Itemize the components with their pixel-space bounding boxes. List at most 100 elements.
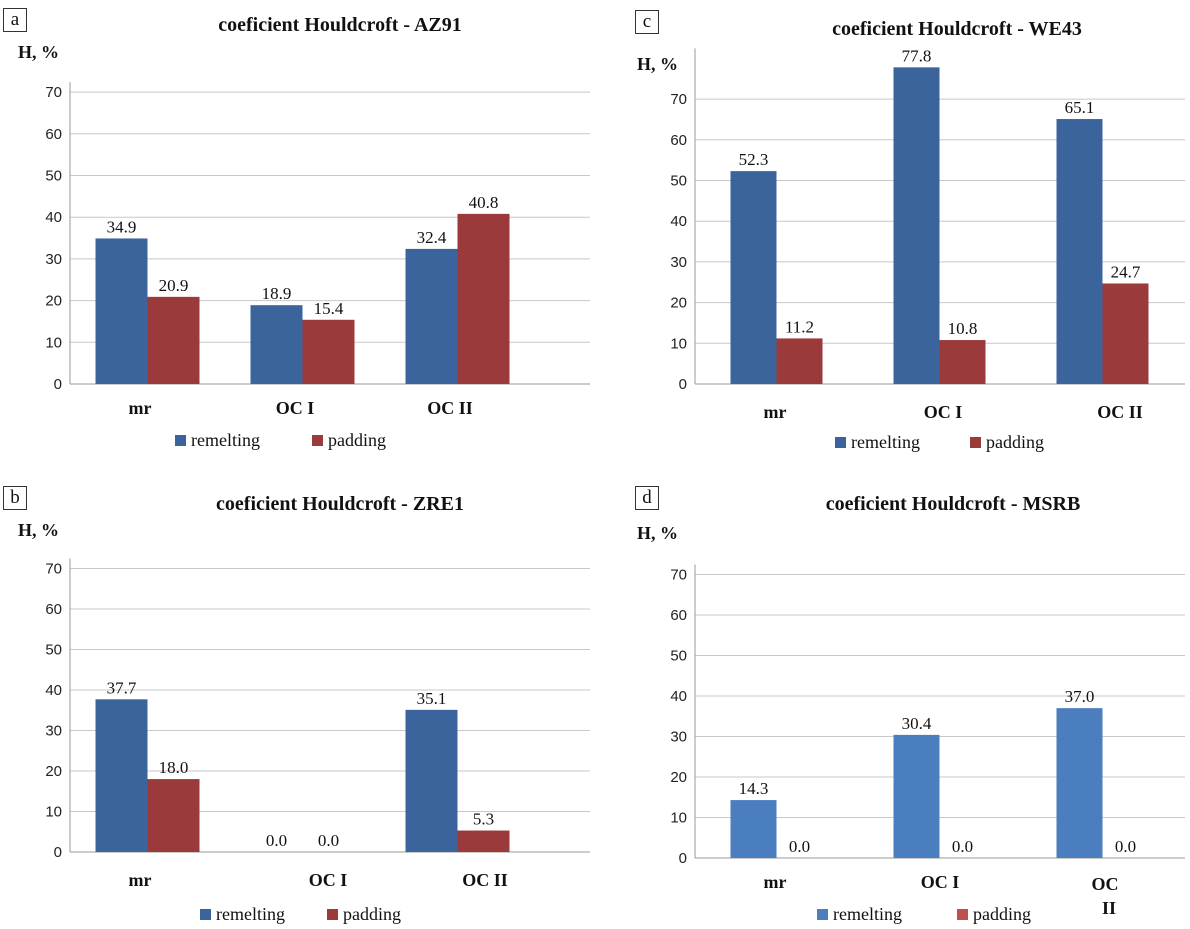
bar-padding	[1102, 283, 1149, 384]
legend-item-remelting: remelting	[175, 430, 260, 451]
y-tick-label: 30	[670, 254, 687, 271]
bar-padding	[302, 319, 355, 384]
chart-plot: 0 10 20 30 40 50 60 70 52.3 11.2 mr 77.8 10.8 OC I 65.…	[670, 46, 1185, 422]
legend-label: remelting	[851, 432, 920, 452]
bar-remelting	[1056, 708, 1103, 858]
data-label: 0.0	[952, 837, 973, 856]
data-label: 32.4	[417, 228, 447, 247]
data-label: 15.4	[314, 299, 344, 318]
x-category-label: OC I	[921, 872, 960, 892]
x-category-label: OC I	[924, 402, 963, 422]
x-category-label: mr	[129, 870, 152, 890]
chart-title: coeficient Houldcroft - AZ91	[218, 14, 462, 36]
bar-remelting	[730, 800, 777, 858]
bar-remelting	[250, 305, 303, 384]
data-label: 20.9	[159, 276, 189, 295]
y-tick-label: 0	[679, 376, 687, 393]
legend: remelting padding	[175, 430, 386, 451]
legend-label: remelting	[191, 430, 260, 450]
data-label: 37.7	[107, 678, 137, 697]
y-axis-label: H, %	[637, 54, 679, 74]
x-category-label: OC II	[1097, 402, 1143, 422]
y-tick-label: 60	[670, 132, 687, 149]
bar-padding	[776, 338, 823, 384]
chart-plot: 0 10 20 30 40 50 60 70 37.7 18.0 mr 0.0 0.0 OC I 35.1 5…	[45, 558, 590, 890]
panel-letter: c	[635, 10, 659, 34]
y-tick-label: 40	[670, 213, 687, 230]
data-label: 40.8	[469, 193, 499, 212]
y-tick-label: 0	[679, 850, 687, 867]
panel-letter: b	[3, 486, 27, 510]
data-label: 24.7	[1111, 262, 1141, 281]
y-tick-label: 10	[45, 334, 62, 351]
bar-padding	[457, 213, 510, 384]
bar-remelting	[95, 699, 148, 852]
y-tick-label: 30	[45, 251, 62, 268]
bar-remelting	[893, 734, 940, 858]
legend-swatch	[817, 909, 828, 920]
x-category-label: OC II	[427, 398, 473, 418]
legend-swatch	[969, 437, 981, 448]
y-tick-label: 50	[670, 648, 687, 665]
y-tick-label: 10	[670, 335, 687, 352]
y-tick-label: 40	[670, 688, 687, 705]
legend-swatch	[956, 909, 968, 920]
legend-item-remelting: remelting	[200, 904, 285, 925]
y-tick-label: 70	[670, 91, 687, 108]
bar-remelting	[95, 238, 148, 384]
chart-panel-a: a coeficient Houldcroft - AZ91 H, % 0 10 2…	[0, 0, 595, 465]
y-tick-label: 0	[54, 844, 62, 861]
y-tick-label: 10	[45, 804, 62, 821]
y-axis-label: H, %	[637, 523, 679, 543]
y-axis-label: H, %	[18, 520, 60, 540]
y-tick-label: 50	[670, 173, 687, 190]
data-label: 65.1	[1065, 98, 1095, 117]
y-tick-label: 20	[670, 769, 687, 786]
x-category-label: OC I	[309, 870, 348, 890]
y-tick-label: 70	[45, 561, 62, 578]
chart-panel-b: b coeficient Houldcroft - ZRE1 H, % 0 10 2…	[0, 472, 595, 929]
bar-remelting	[1056, 119, 1103, 384]
y-tick-label: 0	[54, 376, 62, 393]
data-label: 35.1	[417, 689, 447, 708]
legend-swatch	[200, 909, 211, 920]
x-category-label-wrap: II	[1102, 898, 1116, 918]
x-category-label: mr	[764, 402, 787, 422]
panel-letter: d	[635, 486, 659, 510]
chart-plot: 0 10 20 30 40 50 60 70 34.9 20.9 mr 18.9 15.4 OC I 32.…	[45, 82, 590, 418]
legend-item-padding: padding	[326, 904, 401, 925]
legend-item-remelting: remelting	[817, 904, 902, 925]
legend-label: padding	[327, 430, 386, 450]
chart-title: coeficient Houldcroft - WE43	[832, 18, 1082, 40]
data-label: 0.0	[789, 837, 810, 856]
legend-swatch	[311, 435, 323, 446]
bar-remelting	[730, 171, 777, 384]
bar-remelting	[405, 248, 458, 384]
legend-label: remelting	[833, 904, 902, 924]
data-label: 11.2	[785, 317, 814, 336]
y-tick-label: 30	[670, 729, 687, 746]
y-tick-label: 40	[45, 209, 62, 226]
legend-swatch	[835, 437, 846, 448]
y-tick-label: 20	[670, 295, 687, 312]
data-label: 52.3	[739, 150, 769, 169]
data-label: 0.0	[318, 831, 339, 850]
x-category-label: mr	[129, 398, 152, 418]
y-tick-label: 70	[670, 567, 687, 584]
x-category-label: mr	[764, 872, 787, 892]
bar-padding	[457, 830, 510, 852]
chart-panel-c: c coeficient Houldcroft - WE43 H, % 0 10 2…	[595, 0, 1190, 465]
y-axis-label: H, %	[18, 42, 60, 62]
y-tick-label: 10	[670, 810, 687, 827]
chart-title: coeficient Houldcroft - MSRB	[825, 493, 1081, 515]
panel-letter: a	[3, 8, 27, 32]
bar-padding	[147, 779, 200, 852]
x-category-label: OC	[1092, 874, 1119, 894]
data-label: 0.0	[1115, 837, 1136, 856]
data-label: 0.0	[266, 831, 287, 850]
y-tick-label: 30	[45, 723, 62, 740]
legend-label: remelting	[216, 904, 285, 924]
bar-padding	[939, 340, 986, 384]
y-tick-label: 50	[45, 168, 62, 185]
